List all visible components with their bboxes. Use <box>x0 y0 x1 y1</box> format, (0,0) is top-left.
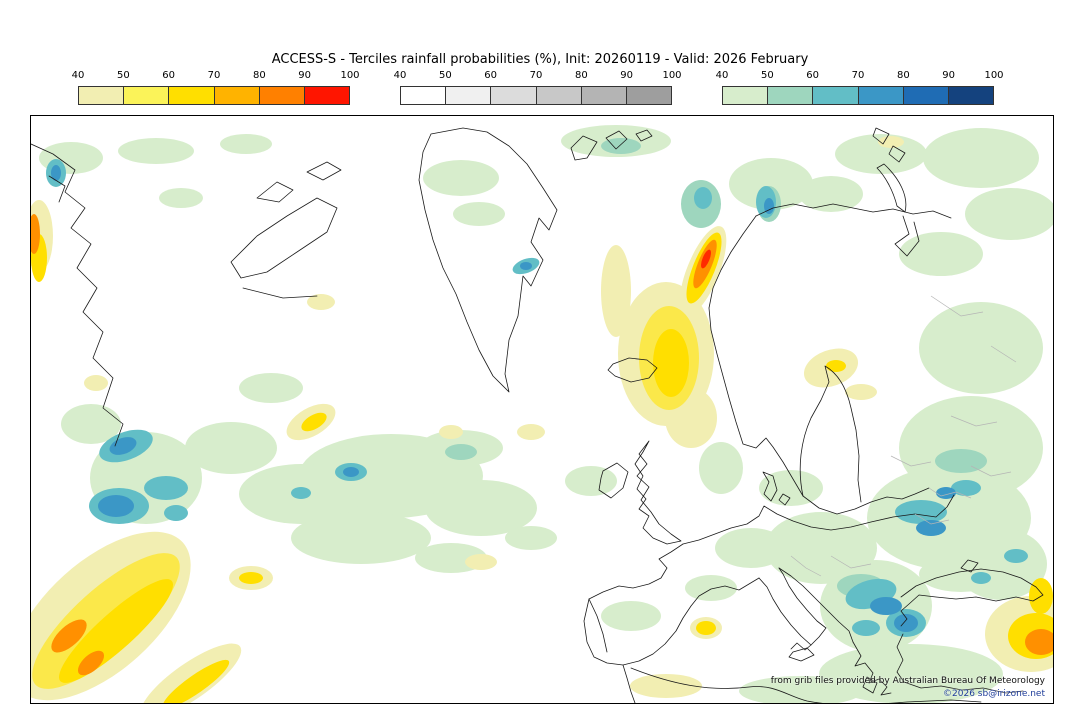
colorbar-cell <box>169 87 215 104</box>
legend-colorbars: 40 50 60 70 80 90 100 40 50 60 <box>0 70 1080 110</box>
map-panel: from grib files provided by Australian B… <box>30 115 1054 704</box>
colorbar-tick-label: 60 <box>806 70 820 81</box>
colorbar-tick-labels: 40 50 60 70 80 90 100 <box>716 70 1004 83</box>
colorbar-tick-label: 100 <box>984 70 1004 81</box>
colorbar-swatches <box>400 86 672 105</box>
map-canvas <box>31 116 1053 703</box>
colorbar-cell <box>124 87 170 104</box>
colorbar-cell <box>723 87 769 104</box>
colorbar-below-normal: 40 50 60 70 80 90 100 <box>72 70 360 105</box>
colorbar-tick-label: 50 <box>760 70 774 81</box>
colorbar-tick-label: 60 <box>484 70 498 81</box>
colorbar-tick-label: 100 <box>662 70 682 81</box>
page-title: ACCESS-S - Terciles rainfall probabiliti… <box>271 52 809 67</box>
colorbar-cell <box>626 87 672 104</box>
coastlines-layer <box>31 127 1044 703</box>
colorbar-tick-label: 90 <box>298 70 312 81</box>
colorbar-cell <box>858 87 904 104</box>
colorbar-cell <box>581 87 627 104</box>
colorbar-tick-label: 40 <box>393 70 407 81</box>
colorbar-tick-label: 90 <box>620 70 634 81</box>
colorbar-tick-label: 50 <box>438 70 452 81</box>
colorbar-tick-label: 50 <box>116 70 130 81</box>
attribution-copyright: ©2026 sb@irizone.net <box>943 689 1045 699</box>
colorbar-normal: 40 50 60 70 80 90 100 <box>394 70 682 105</box>
colorbar-cell <box>214 87 260 104</box>
colorbar-tick-labels: 40 50 60 70 80 90 100 <box>72 70 360 83</box>
colorbar-tick-labels: 40 50 60 70 80 90 100 <box>394 70 682 83</box>
colorbar-above-normal: 40 50 60 70 80 90 100 <box>716 70 1004 105</box>
colorbar-tick-label: 80 <box>574 70 588 81</box>
colorbar-swatches <box>722 86 994 105</box>
colorbar-cell <box>259 87 305 104</box>
colorbar-cell <box>79 87 125 104</box>
colorbar-tick-label: 80 <box>252 70 266 81</box>
colorbar-cell <box>903 87 949 104</box>
colorbar-tick-label: 40 <box>71 70 85 81</box>
colorbar-tick-label: 80 <box>896 70 910 81</box>
colorbar-tick-label: 100 <box>340 70 360 81</box>
colorbar-cell <box>401 87 447 104</box>
colorbar-cell <box>304 87 350 104</box>
colorbar-tick-label: 70 <box>851 70 865 81</box>
colorbar-cell <box>768 87 814 104</box>
colorbar-cell <box>813 87 859 104</box>
colorbar-cell <box>491 87 537 104</box>
colorbar-tick-label: 70 <box>207 70 221 81</box>
country-borders-layer <box>790 295 1017 577</box>
colorbar-tick-label: 90 <box>942 70 956 81</box>
colorbar-tick-label: 40 <box>715 70 729 81</box>
colorbar-cell <box>948 87 994 104</box>
colorbar-cell <box>536 87 582 104</box>
colorbar-swatches <box>78 86 350 105</box>
colorbar-cell <box>446 87 492 104</box>
colorbar-tick-label: 70 <box>529 70 543 81</box>
probability-shading-layer <box>31 125 1053 703</box>
colorbar-tick-label: 60 <box>162 70 176 81</box>
attribution-source: from grib files provided by Australian B… <box>770 676 1045 686</box>
